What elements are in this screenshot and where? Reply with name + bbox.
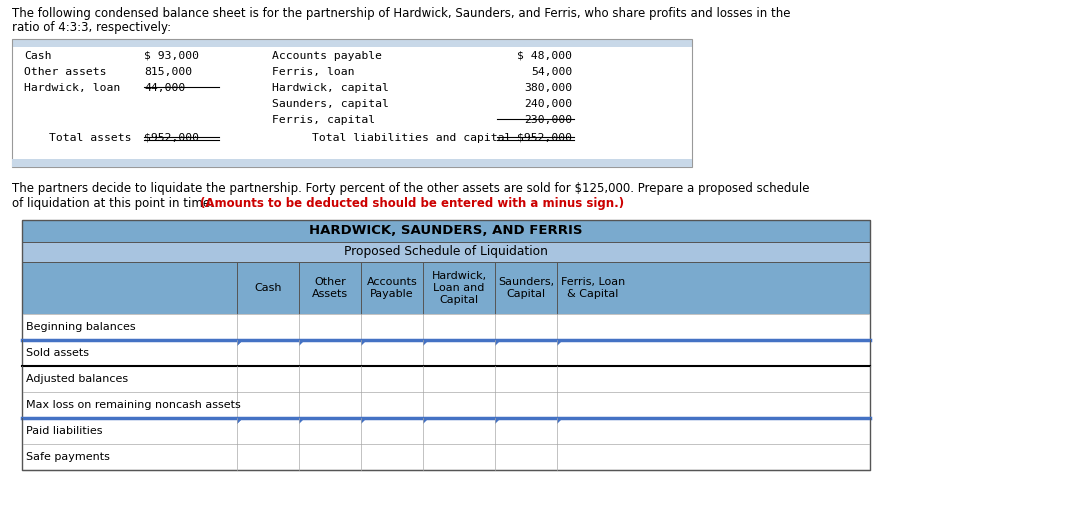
Polygon shape: [423, 340, 429, 346]
Text: HARDWICK, SAUNDERS, AND FERRIS: HARDWICK, SAUNDERS, AND FERRIS: [310, 225, 583, 237]
Polygon shape: [237, 340, 243, 346]
Bar: [22, 444, 870, 470]
Text: of liquidation at this point in time.: of liquidation at this point in time.: [12, 197, 217, 210]
Text: Hardwick, loan: Hardwick, loan: [24, 83, 120, 93]
Bar: [22, 314, 870, 340]
Polygon shape: [299, 340, 305, 346]
Polygon shape: [237, 418, 243, 424]
Bar: [22, 220, 870, 242]
Text: Safe payments: Safe payments: [26, 452, 110, 462]
Bar: [12, 159, 692, 167]
Bar: [12, 47, 692, 167]
Text: 230,000: 230,000: [524, 115, 572, 125]
Text: The following condensed balance sheet is for the partnership of Hardwick, Saunde: The following condensed balance sheet is…: [12, 7, 790, 20]
Text: Saunders, capital: Saunders, capital: [272, 99, 389, 109]
Polygon shape: [299, 418, 305, 424]
Text: (Amounts to be deducted should be entered with a minus sign.): (Amounts to be deducted should be entere…: [200, 197, 624, 210]
Text: Total liabilities and capital: Total liabilities and capital: [312, 133, 511, 143]
Text: 54,000: 54,000: [531, 67, 572, 77]
Polygon shape: [237, 418, 243, 424]
Text: The partners decide to liquidate the partnership. Forty percent of the other ass: The partners decide to liquidate the par…: [12, 182, 810, 195]
Bar: [22, 220, 870, 470]
Text: 240,000: 240,000: [524, 99, 572, 109]
Text: Adjusted balances: Adjusted balances: [26, 374, 129, 384]
Text: Ferris, capital: Ferris, capital: [272, 115, 375, 125]
Polygon shape: [557, 418, 563, 424]
Bar: [22, 366, 870, 392]
Bar: [22, 340, 870, 366]
Polygon shape: [557, 340, 563, 346]
Bar: [22, 262, 870, 314]
Bar: [22, 418, 870, 444]
Text: Hardwick,
Loan and
Capital: Hardwick, Loan and Capital: [432, 271, 486, 305]
Polygon shape: [495, 340, 501, 346]
Text: Ferris, Loan
& Capital: Ferris, Loan & Capital: [561, 277, 625, 299]
Text: Other
Assets: Other Assets: [312, 277, 348, 299]
Text: Ferris, loan: Ferris, loan: [272, 67, 355, 77]
Polygon shape: [361, 418, 367, 424]
Text: Paid liabilities: Paid liabilities: [26, 426, 103, 436]
Text: Cash: Cash: [254, 283, 282, 293]
Text: $ 93,000: $ 93,000: [144, 51, 199, 61]
Text: Saunders,
Capital: Saunders, Capital: [498, 277, 554, 299]
Polygon shape: [495, 418, 501, 424]
Text: $952,000: $952,000: [144, 133, 199, 143]
Text: Hardwick, capital: Hardwick, capital: [272, 83, 389, 93]
Bar: [12, 39, 692, 167]
Text: Accounts
Payable: Accounts Payable: [366, 277, 418, 299]
Bar: [12, 39, 692, 47]
Polygon shape: [423, 418, 429, 424]
Text: Total assets: Total assets: [49, 133, 132, 143]
Text: $952,000: $952,000: [517, 133, 572, 143]
Text: Cash: Cash: [24, 51, 51, 61]
Text: $ 48,000: $ 48,000: [517, 51, 572, 61]
Text: Sold assets: Sold assets: [26, 348, 89, 358]
Text: Other assets: Other assets: [24, 67, 106, 77]
Text: Accounts payable: Accounts payable: [272, 51, 382, 61]
Bar: [22, 242, 870, 262]
Text: 380,000: 380,000: [524, 83, 572, 93]
Text: Max loss on remaining noncash assets: Max loss on remaining noncash assets: [26, 400, 241, 410]
Text: ratio of 4:3:3, respectively:: ratio of 4:3:3, respectively:: [12, 21, 171, 34]
Polygon shape: [237, 340, 243, 346]
Text: 815,000: 815,000: [144, 67, 192, 77]
Bar: [22, 392, 870, 418]
Text: Proposed Schedule of Liquidation: Proposed Schedule of Liquidation: [344, 245, 548, 259]
Polygon shape: [361, 340, 367, 346]
Text: Beginning balances: Beginning balances: [26, 322, 136, 332]
Text: 44,000: 44,000: [144, 83, 185, 93]
